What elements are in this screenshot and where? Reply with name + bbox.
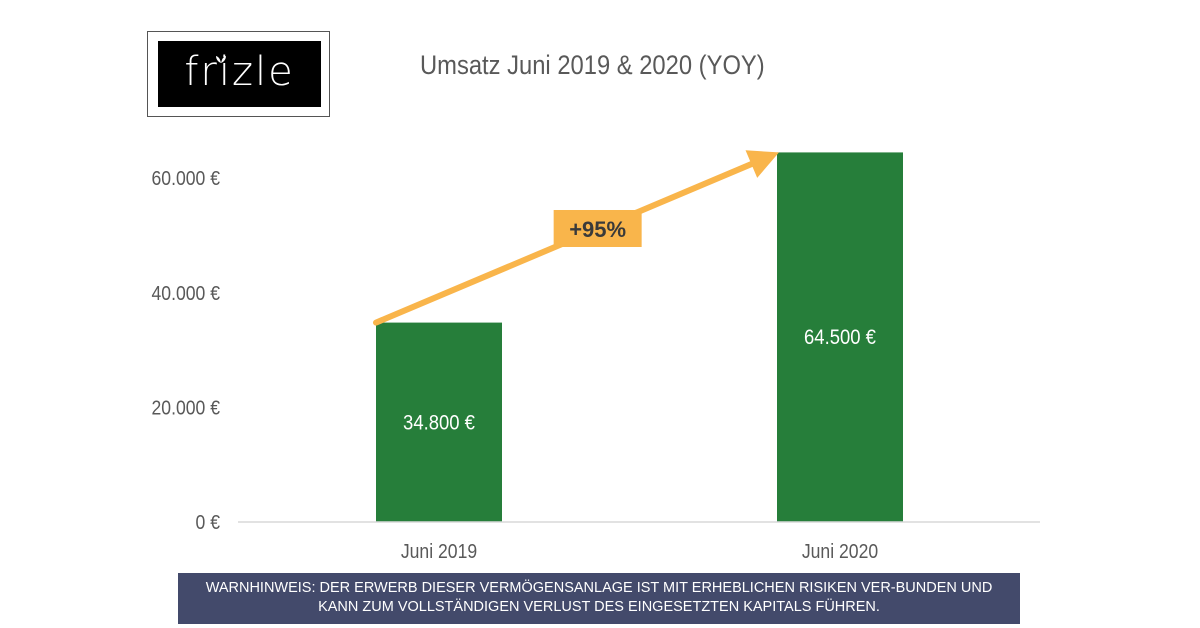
growth-badge [553,209,642,247]
leaf-icon [216,56,226,63]
bar-chart: 0 € 20.000 € 40.000 € 60.000 € 34.800 € Juni … [152,150,1040,562]
logo: frizle [147,31,330,117]
risk-warning-banner: WARNHINWEIS: DER ERWERB DIESER VERMÖGENS… [178,573,1020,624]
logo-box: frizle [158,41,321,107]
bar [777,152,903,523]
x-tick-label: Juni 2019 [401,540,477,562]
logo-text: frizle [184,49,295,95]
y-tick-label: 40.000 € [152,282,221,304]
bar-value-label: 34.800 € [403,411,475,434]
growth-arrow-head [745,150,779,178]
y-tick-label: 0 € [196,511,221,533]
x-tick-label: Juni 2020 [802,540,878,562]
y-tick-label: 20.000 € [152,396,221,418]
chart-title: Umsatz Juni 2019 & 2020 (YOY) [420,50,765,80]
growth-badge-label: +95% [569,217,626,242]
y-tick-label: 60.000 € [152,167,221,189]
bar-value-label: 64.500 € [804,326,876,349]
bar [376,322,502,522]
